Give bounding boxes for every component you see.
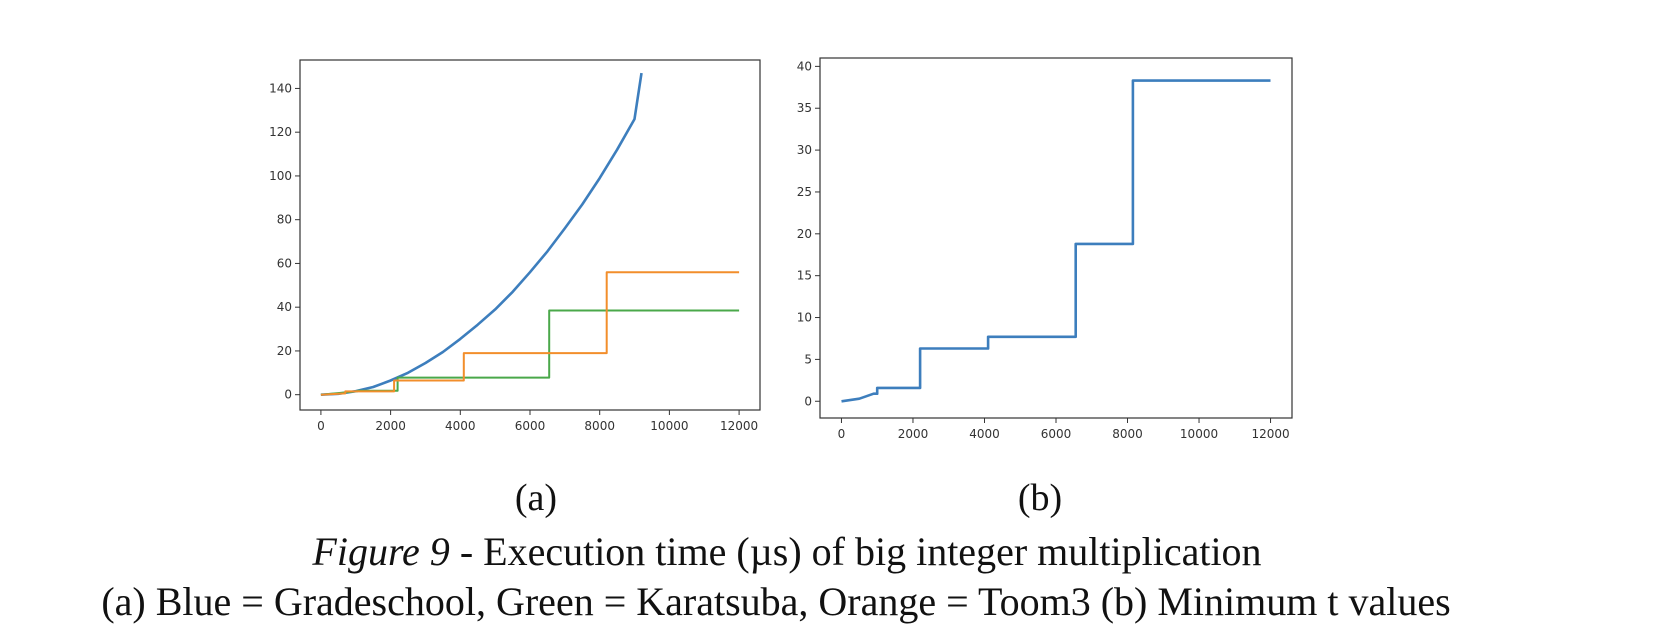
a-x-tick-label: 8000 <box>584 419 615 433</box>
b-y-tick-label: 0 <box>804 394 812 408</box>
a-x-tick-label: 6000 <box>515 419 546 433</box>
caption-title: - Execution time (µs) of big integer mul… <box>450 529 1262 574</box>
b-series-blue-line <box>841 79 1271 403</box>
a-series-orange-line <box>320 271 740 396</box>
subfigure-label-a: (a) <box>515 477 557 519</box>
b-y-tick-label: 35 <box>797 101 812 115</box>
b-y-tick-label: 40 <box>797 59 812 73</box>
a-x-tick-label: 2000 <box>375 419 406 433</box>
b-y-tick-label: 10 <box>797 311 812 325</box>
caption-line-1: Figure 9 - Execution time (µs) of big in… <box>311 529 1261 574</box>
a-y-tick-label: 100 <box>269 169 292 183</box>
b-y-tick-label: 25 <box>797 185 812 199</box>
a-y-tick-label: 60 <box>277 256 292 270</box>
b-x-tick-label: 10000 <box>1180 427 1218 441</box>
subfigure-label-b: (b) <box>1018 477 1062 519</box>
b-x-tick-label: 0 <box>838 427 846 441</box>
chart-a: 0 2000 4000 6000 8000 10000 12000 0 20 40 60 80 100 1… <box>269 59 761 433</box>
b-x-tick-label: 2000 <box>898 427 929 441</box>
a-x-tick-label: 10000 <box>650 419 688 433</box>
b-x-tick-label: 4000 <box>969 427 1000 441</box>
a-x-tick-label: 0 <box>317 419 325 433</box>
a-y-tick-label: 80 <box>277 213 292 227</box>
b-x-tick-label: 8000 <box>1112 427 1143 441</box>
b-y-tick-label: 15 <box>797 269 812 283</box>
b-plot-frame <box>819 57 1293 419</box>
b-y-tick-label: 5 <box>804 352 812 366</box>
b-y-tick-label: 30 <box>797 143 812 157</box>
a-series-blue-line <box>320 72 643 396</box>
caption-figure-label: Figure 9 <box>311 529 449 574</box>
a-y-tick-label: 120 <box>269 125 292 139</box>
b-y-tick-label: 20 <box>797 227 812 241</box>
b-x-tick-label: 6000 <box>1041 427 1072 441</box>
a-plot-frame <box>299 59 761 411</box>
caption-line-2: (a) Blue = Gradeschool, Green = Karatsub… <box>101 579 1450 624</box>
b-x-tick-label: 12000 <box>1251 427 1289 441</box>
a-y-tick-label: 140 <box>269 81 292 95</box>
a-y-tick-label: 20 <box>277 344 292 358</box>
a-x-tick-label: 12000 <box>720 419 758 433</box>
chart-b: 0 2000 4000 6000 8000 10000 12000 0 5 10 15 20 25 30 3… <box>797 57 1293 441</box>
a-y-tick-label: 0 <box>284 388 292 402</box>
a-y-tick-label: 40 <box>277 300 292 314</box>
a-x-tick-label: 4000 <box>445 419 476 433</box>
